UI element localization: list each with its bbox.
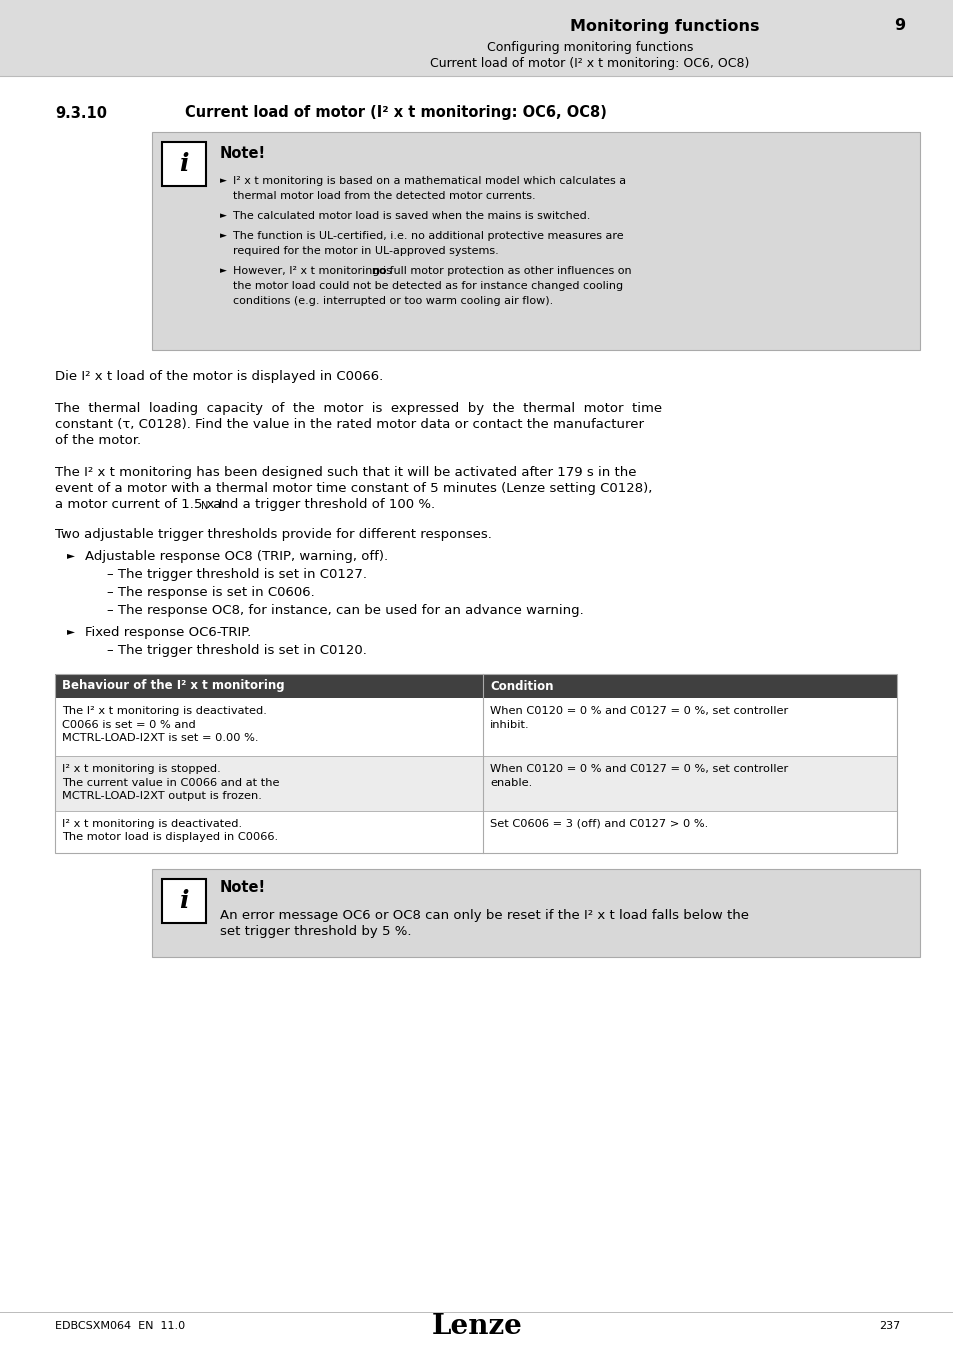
Text: enable.: enable. (490, 778, 532, 787)
Text: Configuring monitoring functions: Configuring monitoring functions (486, 42, 693, 54)
Text: 9: 9 (894, 19, 904, 34)
Text: Note!: Note! (220, 879, 266, 895)
Bar (55, 811, 896, 853)
Bar (162, 142, 206, 186)
Bar (55, 756, 896, 811)
Text: N: N (200, 501, 208, 512)
Text: no: no (372, 266, 387, 275)
Text: Set C0606 = 3 (off) and C0127 > 0 %.: Set C0606 = 3 (off) and C0127 > 0 %. (490, 819, 707, 829)
Bar (55, 674, 896, 698)
Text: inhibit.: inhibit. (490, 720, 529, 729)
Text: The I² x t monitoring has been designed such that it will be activated after 179: The I² x t monitoring has been designed … (55, 466, 636, 479)
Text: The calculated motor load is saved when the mains is switched.: The calculated motor load is saved when … (233, 211, 590, 221)
Bar (152, 132, 919, 350)
Text: 9.3.10: 9.3.10 (55, 105, 107, 120)
Text: ►: ► (220, 231, 227, 240)
Text: EDBCSXM064  EN  11.0: EDBCSXM064 EN 11.0 (55, 1322, 185, 1331)
Text: The function is UL-certified, i.e. no additional protective measures are: The function is UL-certified, i.e. no ad… (233, 231, 623, 242)
Text: The motor load is displayed in C0066.: The motor load is displayed in C0066. (62, 833, 278, 842)
Text: conditions (e.g. interrupted or too warm cooling air flow).: conditions (e.g. interrupted or too warm… (233, 296, 553, 306)
Bar (0, 0, 953, 76)
Text: Die I² x t load of the motor is displayed in C0066.: Die I² x t load of the motor is displaye… (55, 370, 383, 383)
Text: Current load of motor (I² x t monitoring: OC6, OC8): Current load of motor (I² x t monitoring… (430, 57, 749, 69)
Bar (55, 698, 896, 756)
Text: and a trigger threshold of 100 %.: and a trigger threshold of 100 %. (209, 498, 435, 512)
Text: Behaviour of the I² x t monitoring: Behaviour of the I² x t monitoring (62, 679, 284, 693)
Text: I² x t monitoring is deactivated.: I² x t monitoring is deactivated. (62, 819, 242, 829)
Text: MCTRL-LOAD-I2XT output is frozen.: MCTRL-LOAD-I2XT output is frozen. (62, 791, 262, 801)
Text: Note!: Note! (220, 147, 266, 162)
Text: – The response OC8, for instance, can be used for an advance warning.: – The response OC8, for instance, can be… (107, 603, 583, 617)
Text: – The trigger threshold is set in C0127.: – The trigger threshold is set in C0127. (107, 568, 367, 580)
Text: Monitoring functions: Monitoring functions (570, 19, 760, 34)
Bar (162, 879, 206, 923)
Text: ►: ► (67, 626, 75, 636)
Text: 237: 237 (878, 1322, 899, 1331)
Text: Two adjustable trigger thresholds provide for different responses.: Two adjustable trigger thresholds provid… (55, 528, 492, 541)
Text: – The response is set in C0606.: – The response is set in C0606. (107, 586, 314, 599)
Text: The I² x t monitoring is deactivated.: The I² x t monitoring is deactivated. (62, 706, 267, 716)
Text: set trigger threshold by 5 %.: set trigger threshold by 5 %. (220, 925, 411, 938)
Text: However, I² x t monitoring is: However, I² x t monitoring is (233, 266, 395, 275)
Text: ►: ► (220, 176, 227, 185)
Text: required for the motor in UL-approved systems.: required for the motor in UL-approved sy… (233, 246, 498, 256)
Text: Lenze: Lenze (431, 1312, 522, 1339)
Text: ►: ► (220, 266, 227, 275)
Text: thermal motor load from the detected motor currents.: thermal motor load from the detected mot… (233, 190, 535, 201)
Text: C0066 is set = 0 % and: C0066 is set = 0 % and (62, 720, 195, 729)
Bar (152, 869, 919, 957)
Text: When C0120 = 0 % and C0127 = 0 %, set controller: When C0120 = 0 % and C0127 = 0 %, set co… (490, 706, 787, 716)
Text: MCTRL-LOAD-I2XT is set = 0.00 %.: MCTRL-LOAD-I2XT is set = 0.00 %. (62, 733, 258, 743)
Text: Condition: Condition (490, 679, 553, 693)
Text: of the motor.: of the motor. (55, 433, 141, 447)
Text: full motor protection as other influences on: full motor protection as other influence… (385, 266, 631, 275)
Text: i: i (179, 153, 189, 176)
Text: Fixed response OC6-TRIP.: Fixed response OC6-TRIP. (85, 626, 251, 639)
Text: I² x t monitoring is stopped.: I² x t monitoring is stopped. (62, 764, 220, 774)
Text: a motor current of 1.5 x I: a motor current of 1.5 x I (55, 498, 222, 512)
Text: the motor load could not be detected as for instance changed cooling: the motor load could not be detected as … (233, 281, 622, 292)
Text: – The trigger threshold is set in C0120.: – The trigger threshold is set in C0120. (107, 644, 367, 657)
Text: Adjustable response OC8 (TRIP, warning, off).: Adjustable response OC8 (TRIP, warning, … (85, 549, 388, 563)
Text: ►: ► (220, 211, 227, 220)
Text: The current value in C0066 and at the: The current value in C0066 and at the (62, 778, 279, 787)
Text: i: i (179, 890, 189, 913)
Text: event of a motor with a thermal motor time constant of 5 minutes (Lenze setting : event of a motor with a thermal motor ti… (55, 482, 652, 495)
Text: constant (τ, C0128). Find the value in the rated motor data or contact the manuf: constant (τ, C0128). Find the value in t… (55, 418, 643, 431)
Text: Current load of motor (I² x t monitoring: OC6, OC8): Current load of motor (I² x t monitoring… (185, 105, 606, 120)
Text: When C0120 = 0 % and C0127 = 0 %, set controller: When C0120 = 0 % and C0127 = 0 %, set co… (490, 764, 787, 774)
Bar (55, 674, 896, 853)
Text: An error message OC6 or OC8 can only be reset if the I² x t load falls below the: An error message OC6 or OC8 can only be … (220, 909, 748, 922)
Text: The  thermal  loading  capacity  of  the  motor  is  expressed  by  the  thermal: The thermal loading capacity of the moto… (55, 402, 661, 414)
Text: I² x t monitoring is based on a mathematical model which calculates a: I² x t monitoring is based on a mathemat… (233, 176, 625, 186)
Text: ►: ► (67, 549, 75, 560)
